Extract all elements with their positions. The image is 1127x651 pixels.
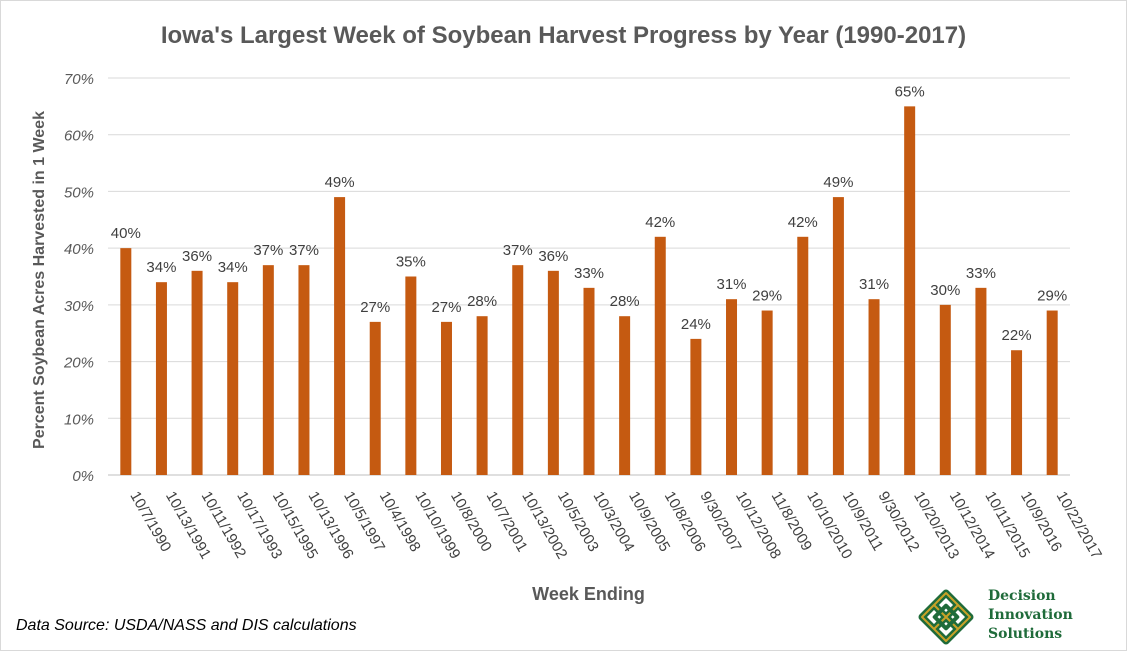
bar (334, 197, 346, 475)
data-label: 42% (788, 214, 818, 231)
data-label: 49% (823, 174, 853, 191)
data-label: 37% (253, 242, 283, 259)
bar (476, 316, 488, 475)
x-axis-title: Week Ending (532, 584, 645, 604)
bars (120, 106, 1058, 475)
bar (155, 282, 167, 475)
bar (761, 310, 773, 475)
bar (904, 106, 916, 475)
y-tick-label: 60% (64, 128, 94, 145)
bar (690, 338, 702, 475)
data-label: 31% (717, 276, 747, 293)
bar (369, 321, 381, 475)
bar (440, 321, 452, 475)
bar (726, 299, 738, 475)
bar (262, 265, 274, 475)
bar (654, 236, 666, 475)
data-label: 37% (503, 242, 533, 259)
bar (975, 287, 987, 475)
bar (227, 282, 239, 475)
chart-title: Iowa's Largest Week of Soybean Harvest P… (160, 22, 967, 49)
logo-word-1: Decision (988, 588, 1056, 604)
bar (619, 316, 631, 475)
y-tick-label: 20% (63, 355, 94, 372)
data-label: 65% (895, 83, 925, 100)
data-label: 40% (111, 225, 141, 242)
bar (191, 270, 203, 475)
data-label: 33% (574, 265, 604, 282)
x-tick-label: 10/22/2017 (1053, 489, 1105, 563)
data-label: 42% (645, 214, 675, 231)
data-label: 36% (538, 248, 568, 265)
bar (512, 265, 524, 475)
data-source-note: Data Source: USDA/NASS and DIS calculati… (16, 617, 357, 634)
company-logo: Decision Innovation Solutions (916, 585, 1086, 647)
bar (547, 270, 559, 475)
data-label: 28% (467, 293, 497, 310)
bar (797, 236, 809, 475)
data-label: 34% (218, 259, 248, 276)
bar (832, 197, 844, 475)
data-label: 34% (146, 259, 176, 276)
bar (298, 265, 310, 475)
data-label: 37% (289, 242, 319, 259)
bar (120, 248, 132, 475)
knot-logo-icon (918, 589, 974, 645)
data-label: 28% (610, 293, 640, 310)
data-label: 36% (182, 248, 212, 265)
data-label: 29% (1037, 288, 1067, 305)
data-label: 30% (930, 282, 960, 299)
data-label: 33% (966, 265, 996, 282)
logo-word-3: Solutions (988, 626, 1063, 642)
bar (939, 304, 951, 475)
bar (1011, 350, 1023, 475)
y-tick-label: 10% (64, 411, 94, 428)
data-labels: 40% 34% 36% 34% 37% 37% 49% 27% 35% 27% 28% 37% 36% 3… (111, 83, 1067, 344)
bar (405, 276, 417, 475)
y-tick-labels: 0% 10% 20% 30% 40% 50% 60% 70% (63, 71, 94, 485)
y-tick-label: 30% (64, 298, 94, 315)
data-label: 35% (396, 254, 426, 271)
data-label: 27% (431, 299, 461, 316)
y-tick-label: 0% (72, 468, 94, 485)
bar (1046, 310, 1058, 475)
data-label: 31% (859, 276, 889, 293)
bar (583, 287, 595, 475)
logo-word-2: Innovation (988, 607, 1073, 623)
data-label: 24% (681, 316, 711, 333)
y-tick-label: 70% (64, 71, 94, 88)
x-tick-labels: 10/7/199010/13/199110/11/199210/17/19931… (126, 489, 1105, 563)
data-label: 27% (360, 299, 390, 316)
data-label: 22% (1002, 327, 1032, 344)
y-tick-label: 40% (64, 241, 94, 258)
data-label: 49% (325, 174, 355, 191)
bar-chart: 0% 10% 20% 30% 40% 50% 60% 70% 40% 34% 36% 34% 37% 3… (63, 71, 1105, 563)
y-tick-label: 50% (64, 184, 94, 201)
data-label: 29% (752, 288, 782, 305)
bar (868, 299, 880, 475)
